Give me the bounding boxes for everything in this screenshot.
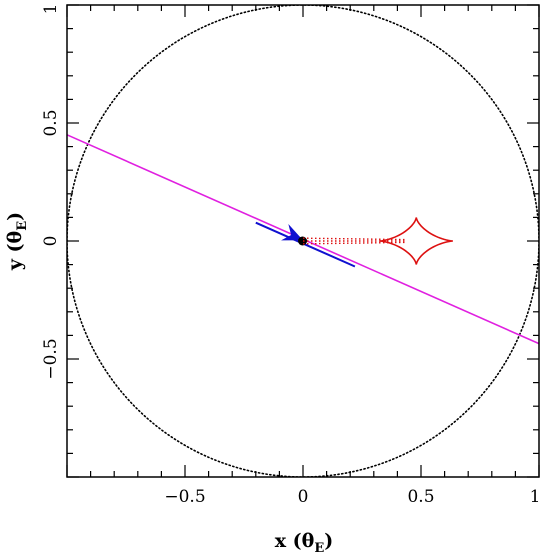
axis-ticks (66, 4, 540, 478)
x-tick-label: −0.5 (164, 487, 205, 507)
x-axis-label-main: x (θ (275, 530, 315, 552)
x-axis-label-sub: E (314, 541, 324, 556)
chart-marks (67, 5, 539, 477)
y-tick-label: 0 (41, 236, 61, 247)
y-tick-label: −0.5 (41, 338, 61, 379)
y-tick-label: 0.5 (41, 109, 61, 136)
observed-segment-line (255, 221, 356, 268)
x-axis-label: x (θE) (275, 530, 334, 556)
x-tick-label: 0 (298, 487, 309, 507)
lens-star-point (298, 236, 308, 246)
y-tick-label: 1 (41, 4, 61, 15)
caustic-curve (379, 217, 453, 265)
y-axis-label-sub: E (15, 221, 30, 231)
x-tick-label: 1 (530, 487, 541, 507)
x-tick-label: 0.5 (407, 487, 434, 507)
y-axis-label-close: ) (4, 212, 26, 221)
x-axis-label-close: ) (324, 530, 333, 552)
y-axis-label-main: y (θ (4, 231, 26, 271)
y-axis-label: y (θE) (4, 212, 30, 271)
tick-labels: −0.5 0 0.5 1 −0.5 0 0.5 1 (41, 4, 540, 507)
direction-arrow (281, 223, 303, 241)
